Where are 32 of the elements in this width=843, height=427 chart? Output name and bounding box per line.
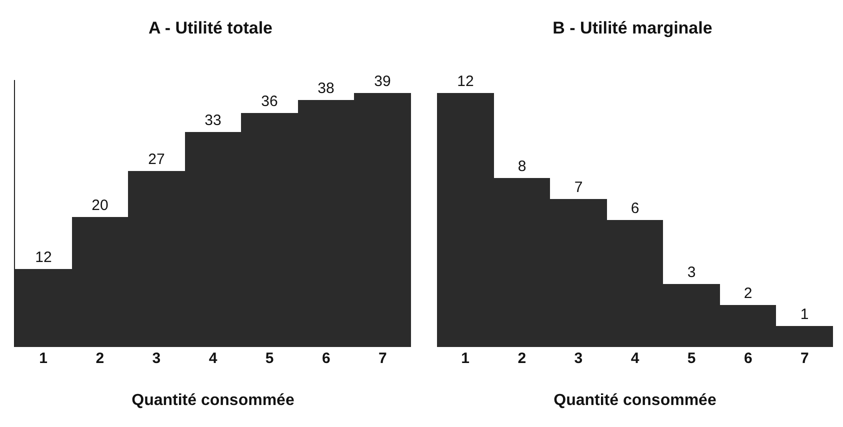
x-tick-label: 6	[744, 350, 752, 367]
data-label: 8	[518, 158, 526, 175]
x-axis-title: Quantité consommée	[554, 392, 716, 409]
data-label: 12	[35, 249, 52, 266]
x-tick-label: 2	[518, 350, 526, 367]
data-label: 3	[687, 264, 696, 281]
x-tick-label: 7	[800, 350, 809, 367]
x-tick-label: 5	[265, 350, 274, 367]
data-label: 6	[630, 200, 640, 217]
x-tick-label: 6	[322, 350, 330, 367]
data-label: 2	[744, 285, 752, 302]
data-label: 27	[148, 151, 165, 168]
data-label: 20	[92, 197, 108, 214]
x-axis-title: Quantité consommée	[132, 392, 294, 409]
data-label: 38	[318, 80, 334, 97]
x-tick-label: 4	[630, 350, 640, 367]
x-tick-label: 4	[208, 350, 218, 367]
chart-title: B - Utilité marginale	[552, 18, 712, 38]
data-label: 1	[800, 306, 809, 323]
x-tick-label: 5	[687, 350, 696, 367]
chart-title: A - Utilité totale	[148, 18, 273, 38]
data-label: 7	[574, 179, 583, 196]
x-tick-label: 2	[96, 350, 104, 367]
data-label: 12	[457, 73, 474, 90]
data-label: 36	[261, 93, 278, 110]
data-label: 33	[204, 112, 222, 129]
x-tick-label: 7	[378, 350, 387, 367]
x-tick-label: 3	[574, 350, 583, 367]
x-tick-label: 1	[39, 350, 48, 367]
x-tick-label: 3	[152, 350, 161, 367]
data-label: 39	[374, 73, 391, 90]
x-tick-label: 1	[461, 350, 470, 367]
